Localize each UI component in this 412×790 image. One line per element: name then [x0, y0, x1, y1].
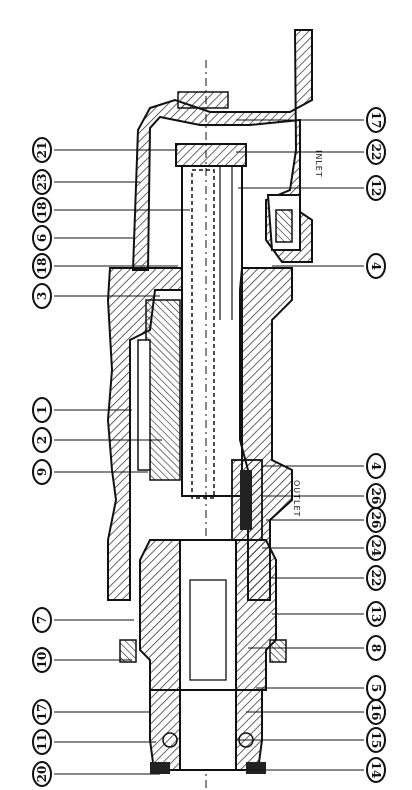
callout-balloon-right-22: 22: [270, 565, 386, 591]
balloon-circle: [366, 565, 386, 591]
balloon-circle: [366, 601, 386, 627]
callout-balloon-right-4: 4: [272, 253, 386, 279]
balloon-circle: [366, 175, 386, 201]
balloon-number: 5: [369, 684, 383, 692]
callout-balloon-right-22: 22: [236, 139, 386, 165]
balloon-circle: [366, 699, 386, 725]
balloon-circle: [366, 507, 386, 533]
balloon-number: 17: [35, 704, 49, 721]
balloon-number: 2: [35, 436, 49, 444]
balloon-circle: [32, 397, 52, 423]
callout-balloon-left-11: 11: [32, 729, 156, 755]
callout-balloon-left-18: 18: [32, 197, 190, 223]
balloon-circle: [32, 761, 52, 787]
bearing-housing: [149, 689, 266, 774]
callout-balloon-left-17: 17: [32, 699, 150, 725]
callout-balloon-right-24: 24: [262, 535, 386, 561]
balloon-number: 4: [369, 262, 383, 270]
balloon-circle: [32, 729, 52, 755]
balloon-circle: [32, 459, 52, 485]
callout-balloon-left-10: 10: [32, 647, 132, 673]
top-flange: [175, 143, 247, 167]
upper-casing: [131, 29, 313, 271]
callout-balloon-right-17: 17: [236, 107, 386, 133]
balloon-number: 7: [35, 616, 49, 624]
callout-balloon-right-26: 26: [266, 507, 386, 533]
balloon-number: 20: [35, 766, 49, 783]
balloon-circle: [32, 427, 52, 453]
balloon-number: 11: [35, 734, 49, 751]
balloon-circle: [32, 197, 52, 223]
balloon-number: 18: [35, 202, 49, 219]
callout-balloon-left-6: 6: [32, 225, 134, 251]
callout-balloon-right-4: 4: [262, 453, 386, 479]
balloon-number: 4: [369, 462, 383, 470]
lower-housing: [119, 539, 287, 691]
balloon-number: 17: [369, 112, 383, 129]
svg-text:INLET: INLET: [314, 150, 323, 178]
inlet-label: INLET: [314, 150, 323, 178]
balloon-number: 16: [369, 704, 383, 721]
balloon-circle: [32, 169, 52, 195]
callout-balloon-right-15: 15: [236, 727, 386, 753]
callout-balloon-left-18: 18: [32, 253, 178, 279]
callout-balloon-right-13: 13: [272, 601, 386, 627]
callout-balloon-right-12: 12: [238, 175, 386, 201]
callout-balloon-left-2: 2: [32, 427, 162, 453]
balloon-circle: [366, 107, 386, 133]
balloon-number: 3: [35, 292, 49, 300]
balloon-number: 18: [35, 258, 49, 275]
callout-balloon-right-14: 14: [240, 757, 386, 783]
callout-balloon-left-23: 23: [32, 169, 140, 195]
callout-balloon-right-5: 5: [256, 675, 386, 701]
balloon-number: 26: [369, 488, 383, 505]
balloon-number: 22: [369, 570, 383, 587]
balloon-number: 12: [369, 180, 383, 197]
balloon-circle: [366, 727, 386, 753]
right-callouts: 17 22 12 4 4 26 26 24 22 13 8 5 16 15 14: [236, 107, 386, 783]
balloon-number: 9: [35, 468, 49, 476]
callout-balloon-left-20: 20: [32, 761, 160, 787]
balloon-number: 15: [369, 732, 383, 749]
balloon-circle: [366, 757, 386, 783]
balloon-circle: [366, 253, 386, 279]
balloon-circle: [32, 699, 52, 725]
callout-balloon-left-1: 1: [32, 397, 132, 423]
balloon-circle: [32, 253, 52, 279]
balloon-number: 14: [369, 762, 383, 779]
callout-balloon-left-9: 9: [32, 459, 148, 485]
callout-balloon-left-7: 7: [32, 607, 134, 633]
balloon-number: 6: [35, 234, 49, 242]
callout-balloon-left-21: 21: [32, 137, 178, 163]
balloon-number: 26: [369, 512, 383, 529]
callout-balloon-left-3: 3: [32, 283, 160, 309]
balloon-circle: [366, 535, 386, 561]
balloon-circle: [366, 139, 386, 165]
balloon-circle: [32, 647, 52, 673]
left-callouts: 21 23 18 6 18 3 1 2 9 7 10 17 11 20: [32, 137, 190, 787]
balloon-number: 23: [35, 174, 49, 191]
balloon-circle: [366, 635, 386, 661]
balloon-circle: [32, 283, 52, 309]
balloon-number: 10: [35, 652, 49, 669]
balloon-circle: [366, 453, 386, 479]
balloon-number: 1: [35, 406, 49, 414]
seal-assembly: [231, 459, 263, 541]
callout-balloon-right-16: 16: [246, 699, 386, 725]
balloon-circle: [32, 137, 52, 163]
balloon-number: 22: [369, 144, 383, 161]
callout-balloon-right-26: 26: [262, 483, 386, 509]
svg-text:OUTLET: OUTLET: [292, 480, 301, 517]
callout-balloon-right-8: 8: [248, 635, 386, 661]
balloon-number: 21: [35, 142, 49, 159]
balloon-number: 24: [369, 540, 383, 557]
central-shaft: [181, 60, 243, 790]
outlet-label: OUTLET: [292, 480, 301, 517]
balloon-circle: [32, 225, 52, 251]
balloon-circle: [32, 607, 52, 633]
balloon-number: 8: [369, 644, 383, 652]
balloon-number: 13: [369, 606, 383, 623]
